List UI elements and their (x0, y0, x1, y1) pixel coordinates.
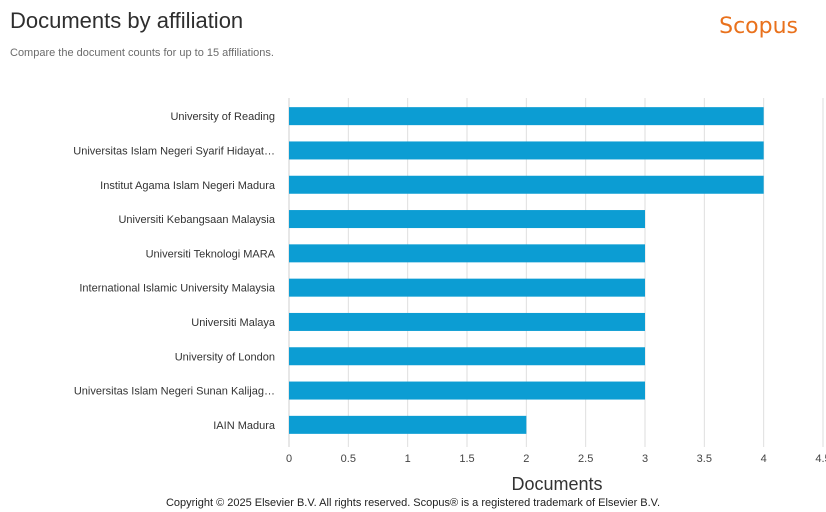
copyright-notice: Copyright © 2025 Elsevier B.V. All right… (165, 497, 661, 509)
bar[interactable] (289, 107, 764, 126)
page-title: Documents by affiliation (10, 8, 244, 33)
x-tick-label: 1 (405, 453, 411, 465)
x-tick-label: 2 (523, 453, 529, 465)
category-label: Universiti Teknologi MARA (146, 248, 276, 260)
category-label: Universitas Islam Negeri Syarif Hidayat… (73, 145, 275, 157)
category-label: International Islamic University Malaysi… (79, 283, 276, 295)
bar[interactable] (289, 141, 764, 160)
bar[interactable] (289, 244, 645, 263)
category-label: University of London (175, 351, 275, 363)
bar[interactable] (289, 278, 645, 297)
bar[interactable] (289, 312, 645, 331)
category-label: Universitas Islam Negeri Sunan Kalijag… (74, 386, 275, 398)
bar[interactable] (289, 210, 645, 229)
page-subtitle: Compare the document counts for up to 15… (10, 47, 274, 59)
bar[interactable] (289, 415, 527, 434)
category-label: Universiti Kebangsaan Malaysia (118, 214, 275, 226)
x-tick-label: 4.5 (815, 453, 826, 465)
x-tick-label: 3 (642, 453, 648, 465)
x-tick-label: 2.5 (578, 453, 593, 465)
bar[interactable] (289, 347, 645, 366)
x-tick-label: 1.5 (459, 453, 474, 465)
bar[interactable] (289, 175, 764, 194)
x-tick-label: 4 (761, 453, 767, 465)
scopus-logo[interactable]: Scopus (719, 14, 798, 39)
category-label: University of Reading (170, 111, 275, 123)
bar[interactable] (289, 381, 645, 400)
x-tick-label: 3.5 (697, 453, 712, 465)
category-label: Universiti Malaya (191, 317, 276, 329)
x-axis-title: Documents (511, 474, 602, 494)
category-label: Institut Agama Islam Negeri Madura (100, 180, 276, 192)
x-tick-label: 0 (286, 453, 292, 465)
affiliation-bar-chart: University of Reading Universitas Islam N… (73, 98, 826, 494)
category-label: IAIN Madura (213, 420, 276, 432)
x-tick-label: 0.5 (341, 453, 356, 465)
